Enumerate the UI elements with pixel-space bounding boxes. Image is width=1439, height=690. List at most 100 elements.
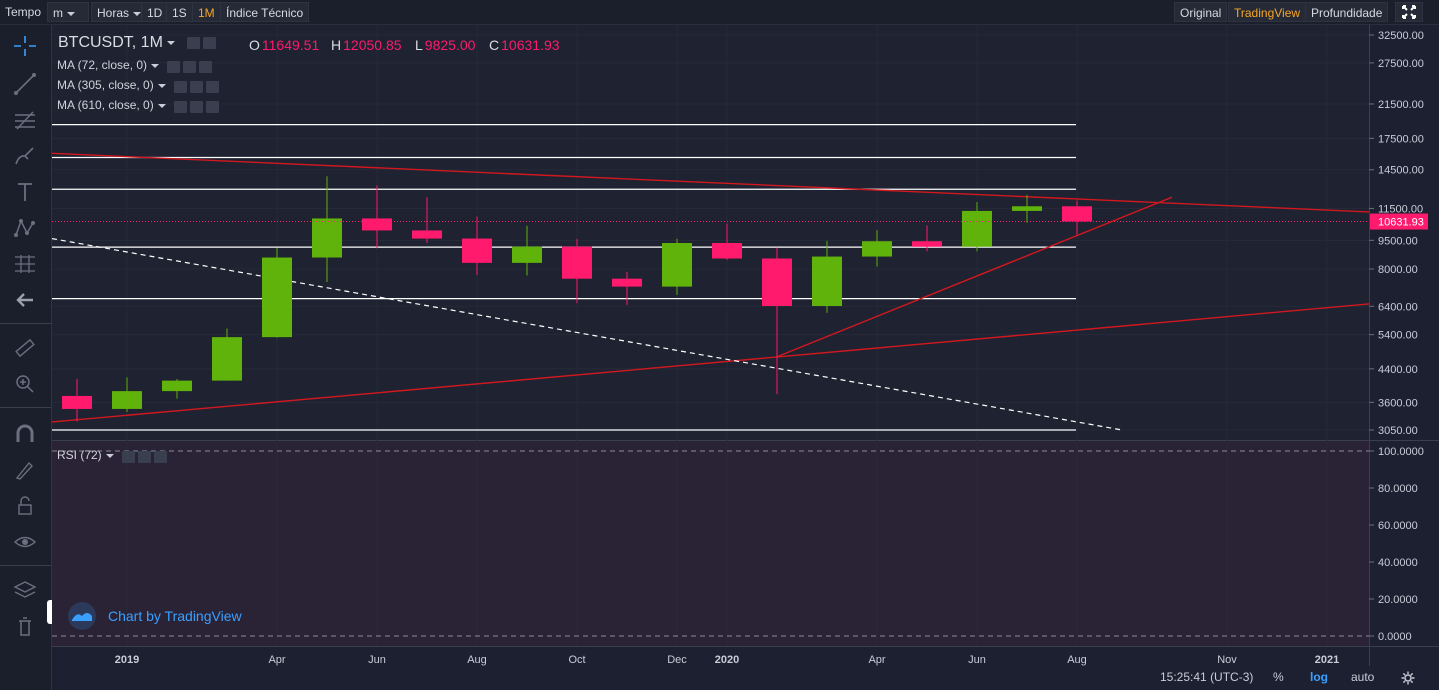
back-arrow-icon[interactable] [11,287,39,313]
candle-down [912,241,942,247]
interval-select[interactable]: m [47,2,89,22]
eye-toggle-icon[interactable] [173,80,187,93]
price-tick-label: 3600.00 [1378,397,1418,409]
study-caret-icon[interactable] [154,98,166,112]
symbol-label: BTCUSDT, 1M [58,34,163,52]
toolbar-divider [0,565,51,566]
lock-pencil-icon[interactable] [11,457,39,483]
watermark-text: Chart by TradingView [108,608,242,624]
time-tick-label: 2021 [1315,654,1339,666]
study-rsi[interactable]: RSI (72) [57,448,170,463]
trendline [776,196,1173,358]
horas-label: Horas [97,6,130,20]
interval-1s-button[interactable]: 1S [166,2,193,22]
fib-tool-icon[interactable] [11,107,39,133]
price-tick-label: 5400.00 [1378,330,1418,342]
high-value: 12050.85 [343,37,402,53]
view-tradingview-button[interactable]: TradingView [1228,2,1307,22]
eye-toggle-icon[interactable] [121,450,135,463]
time-tick-label: 2020 [715,654,739,666]
zoom-in-icon[interactable] [11,371,39,397]
interval-1d-button[interactable]: 1D [141,2,169,22]
log-scale-button[interactable]: log [1310,670,1328,684]
high-key: H [331,37,342,53]
study-caret-icon[interactable] [154,78,166,92]
time-tick-label: 2019 [115,654,139,666]
horas-dropdown[interactable]: Horas [91,2,148,22]
candle-up [512,246,542,263]
rsi-tick-label: 0.0000 [1378,631,1412,643]
magnet-icon[interactable] [11,421,39,447]
trendline [52,152,1369,213]
trendline-tool-icon[interactable] [11,71,39,97]
chart-settings-gear-icon[interactable] [1401,671,1415,685]
trash-icon[interactable] [11,613,39,639]
settings-icon[interactable] [189,100,203,113]
text-tool-icon[interactable] [11,179,39,205]
rsi-tick-label: 80.0000 [1378,483,1418,495]
prediction-tool-icon[interactable] [11,251,39,277]
settings-icon[interactable] [183,60,197,73]
candle-down [712,242,742,259]
time-tick-label: Oct [568,654,585,666]
legend-actions [187,34,219,52]
eye-toggle-icon[interactable] [187,36,201,49]
study-caret-icon[interactable] [147,58,159,72]
ohlc-low: L 9825.00 [415,37,475,53]
drawing-toolbar [0,25,52,690]
candle-up [212,337,242,381]
clock: 15:25:41 (UTC-3) [1160,670,1253,684]
fullscreen-button[interactable] [1395,2,1423,22]
settings-icon[interactable] [189,80,203,93]
view-original-button[interactable]: Original [1174,2,1228,22]
candle-down [612,278,642,287]
time-tick-label: Aug [467,654,487,666]
percent-scale-button[interactable]: % [1273,670,1284,684]
indicator-button[interactable]: Índice Técnico [220,2,310,22]
close-icon[interactable] [205,80,219,93]
study-label: RSI (72) [57,448,102,462]
brush-tool-icon[interactable] [11,143,39,169]
candle-down [562,246,592,279]
eye-icon[interactable] [11,529,39,555]
top-toolbar: Tempo m Horas 1D 1S 1M Índice Técnico Or… [0,0,1439,25]
study-label: MA (305, close, 0) [57,78,154,92]
layers-icon[interactable] [11,577,39,603]
toolbar-collapse-handle[interactable] [47,600,55,624]
auto-scale-button[interactable]: auto [1351,670,1375,684]
view-depth-button[interactable]: Profundidade [1305,2,1389,22]
clock-timezone: (UTC-3) [1210,670,1254,684]
candle-up [662,242,692,287]
settings-icon[interactable] [137,450,151,463]
eye-toggle-icon[interactable] [173,100,187,113]
trendline [52,303,1369,423]
close-icon[interactable] [153,450,167,463]
candle-down [762,258,792,307]
candle-up [312,218,342,258]
close-icon[interactable] [199,60,213,73]
study-ma-610[interactable]: MA (610, close, 0) [57,98,222,113]
ruler-icon[interactable] [11,335,39,361]
symbol-legend[interactable]: BTCUSDT, 1M [58,34,219,52]
tradingview-logo-icon [68,602,96,630]
study-ma-72[interactable]: MA (72, close, 0) [57,58,215,73]
close-icon[interactable] [205,100,219,113]
study-caret-icon[interactable] [102,448,114,462]
pattern-tool-icon[interactable] [11,215,39,241]
clock-time: 15:25:41 [1160,670,1207,684]
tempo-label: Tempo [5,5,42,19]
tradingview-watermark[interactable]: Chart by TradingView [66,602,242,630]
toolbar-divider [0,407,51,408]
candle-up [812,256,842,307]
low-value: 9825.00 [424,37,476,53]
symbol-caret-icon[interactable] [163,34,175,51]
study-ma-305[interactable]: MA (305, close, 0) [57,78,222,93]
settings-icon[interactable] [203,36,217,49]
rsi-tick-label: 40.0000 [1378,557,1418,569]
time-tick-label: Aug [1067,654,1087,666]
last-price-tag-label: 10631.93 [1378,217,1424,229]
lock-icon[interactable] [11,493,39,519]
crosshair-icon[interactable] [11,33,39,59]
eye-toggle-icon[interactable] [167,60,181,73]
